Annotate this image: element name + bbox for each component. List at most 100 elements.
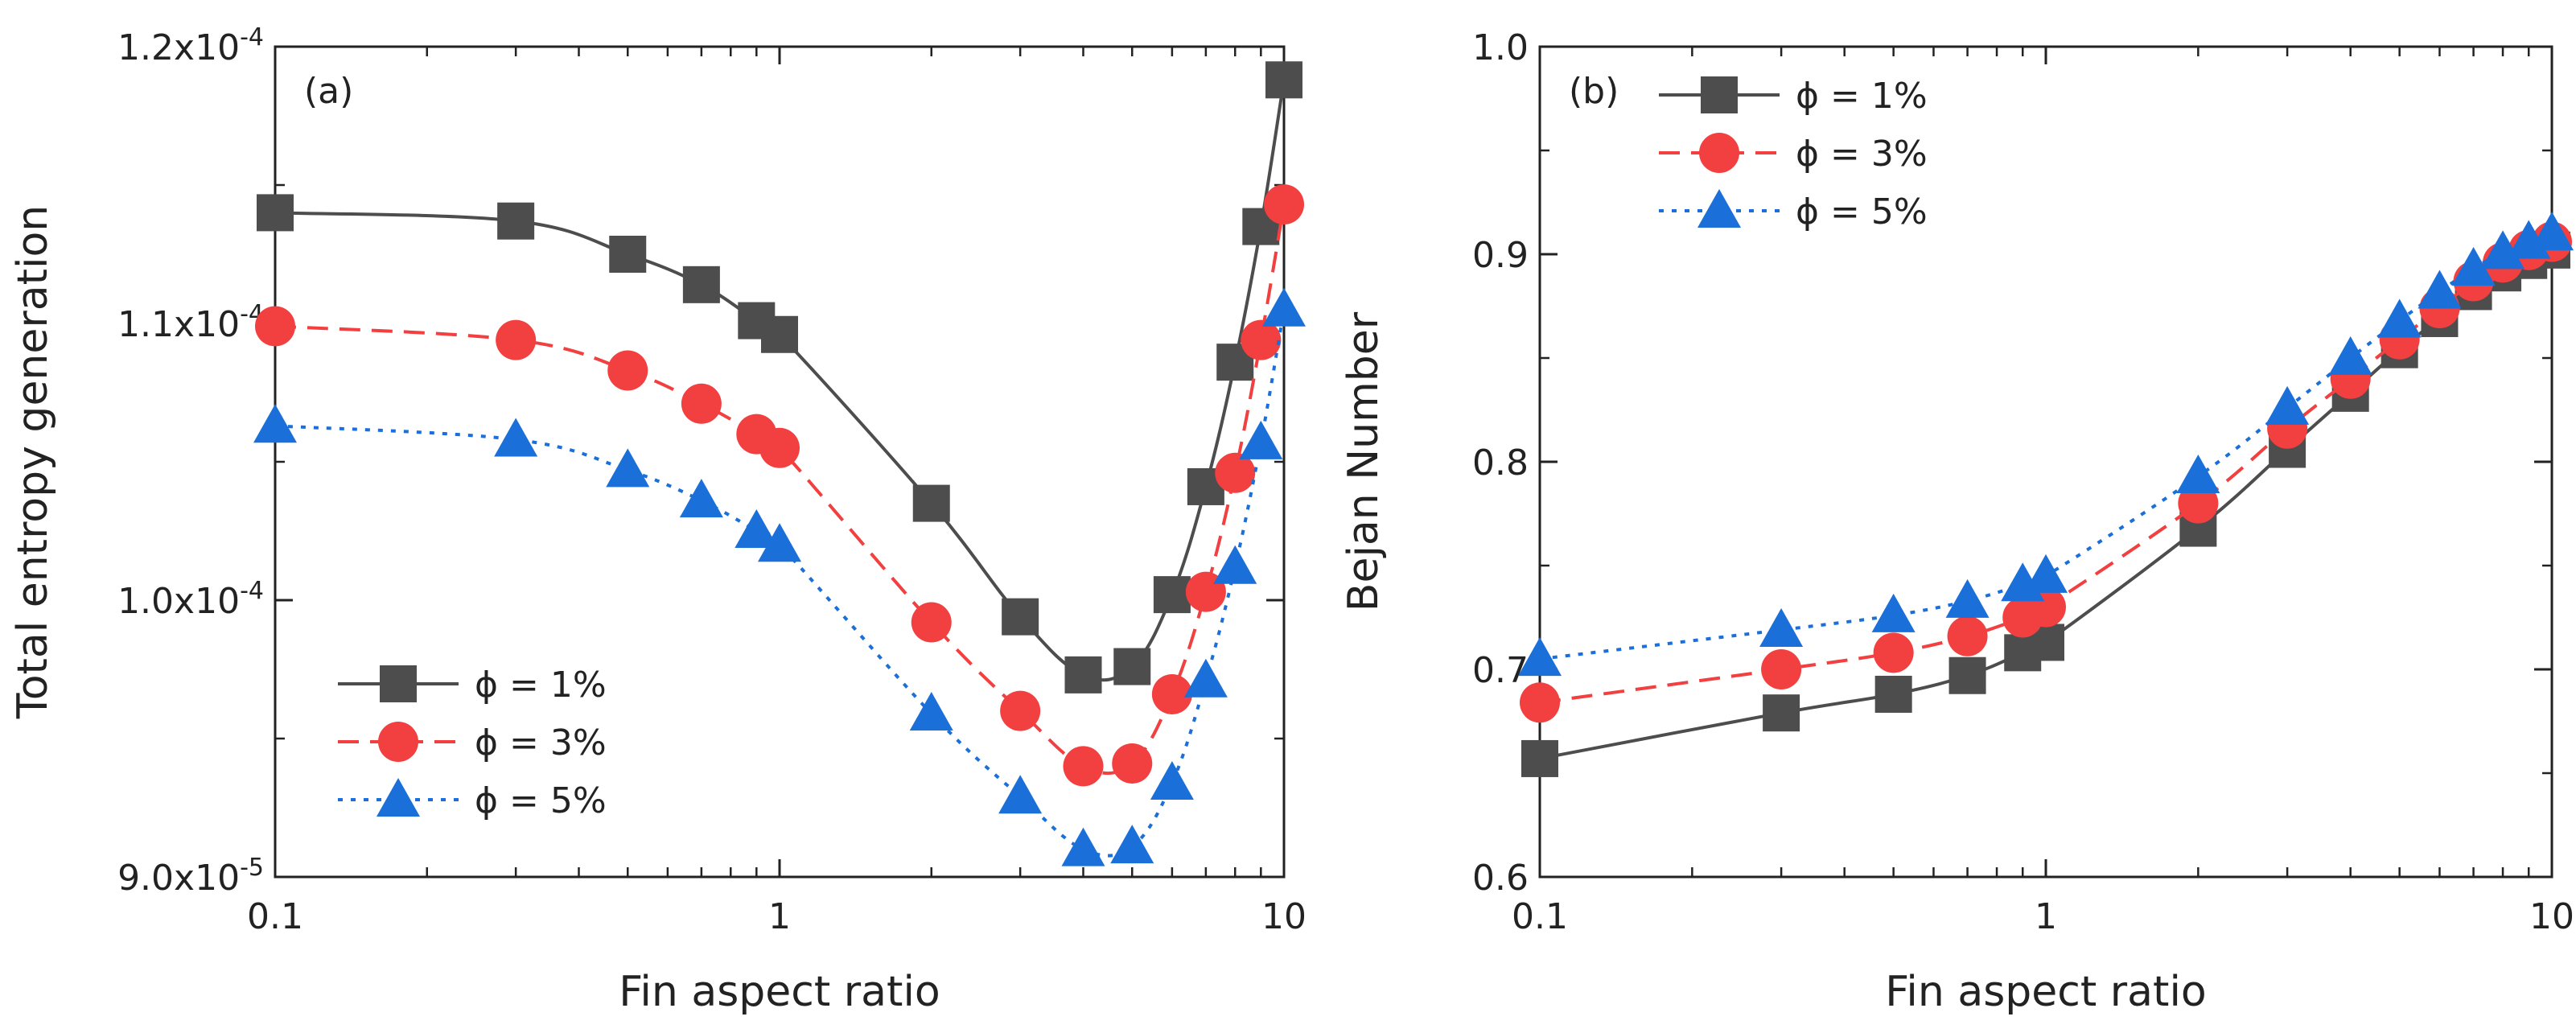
- data-point: [911, 602, 952, 643]
- data-point: [1265, 61, 1302, 99]
- data-point: [1064, 656, 1102, 693]
- data-point: [1520, 682, 1560, 723]
- data-point: [1871, 593, 1916, 632]
- series-1: [1521, 231, 2570, 777]
- data-point: [1241, 319, 1282, 360]
- y-tick-label: 0.9: [1472, 235, 1529, 276]
- series-2: [255, 184, 1304, 787]
- data-point: [253, 404, 297, 443]
- data-point: [1110, 825, 1154, 864]
- data-point: [998, 775, 1043, 814]
- series-line: [274, 309, 1286, 858]
- data-point: [2265, 385, 2310, 425]
- series-line: [274, 79, 1286, 682]
- data-point: [2451, 247, 2496, 286]
- data-point: [682, 265, 720, 303]
- data-point: [1213, 545, 1257, 584]
- y-tick-label: 1.1x10-4: [117, 300, 264, 345]
- data-point: [1873, 632, 1914, 673]
- legend: ϕ = 1% ϕ = 3% ϕ = 5%: [338, 665, 607, 821]
- data-point: [606, 448, 650, 488]
- panel-b: 0.1 1 10 0.6 0.7 0.8 0.9 1.0 Fin aspect ratio Bej…: [1339, 27, 2574, 1016]
- legend-label: ϕ = 5%: [475, 780, 607, 821]
- y-tick-label: 9.0x10-5: [117, 854, 264, 899]
- data-point: [257, 194, 294, 232]
- legend-label: ϕ = 3%: [475, 722, 607, 763]
- legend-marker: [380, 665, 417, 702]
- x-axis-label: Fin aspect ratio: [1885, 968, 2206, 1016]
- legend: ϕ = 1% ϕ = 3% ϕ = 5%: [1659, 76, 1928, 233]
- y-tick-label: 1.2x10-4: [117, 23, 264, 68]
- legend-label: ϕ = 1%: [1796, 76, 1928, 117]
- data-point: [2328, 336, 2372, 375]
- data-point: [1948, 656, 1986, 694]
- legend-marker: [1699, 133, 1739, 173]
- data-point: [1947, 615, 1988, 656]
- data-point: [2481, 230, 2525, 270]
- panel-label: (a): [304, 71, 353, 112]
- data-point: [681, 383, 722, 424]
- legend-marker: [377, 778, 420, 817]
- data-point: [1063, 746, 1104, 787]
- data-point: [1761, 649, 1802, 689]
- data-point: [1151, 673, 1192, 714]
- data-point: [1215, 452, 1256, 493]
- data-point: [1002, 598, 1039, 636]
- x-tick-label: 0.1: [1512, 896, 1568, 937]
- data-point: [758, 523, 801, 562]
- y-axis-label: Bejan Number: [1339, 311, 1388, 611]
- data-point: [607, 350, 648, 391]
- data-point: [1945, 578, 1990, 618]
- data-point: [1000, 690, 1041, 731]
- legend-marker: [1701, 76, 1738, 113]
- data-point: [1150, 761, 1194, 800]
- data-point: [1763, 694, 1800, 732]
- legend-label: ϕ = 5%: [1796, 191, 1928, 233]
- legend-marker: [378, 722, 418, 762]
- data-point: [761, 315, 798, 353]
- y-tick-label: 0.8: [1472, 442, 1529, 484]
- data-point: [2176, 455, 2220, 494]
- data-point: [609, 236, 647, 273]
- x-tick-label: 10: [2529, 896, 2574, 937]
- data-point: [1239, 420, 1283, 459]
- data-point: [2377, 298, 2422, 338]
- data-point: [679, 479, 723, 518]
- panel-label: (b): [1569, 71, 1619, 112]
- data-point: [912, 484, 950, 522]
- data-point: [759, 427, 800, 468]
- data-point: [1153, 576, 1191, 614]
- data-point: [255, 306, 295, 347]
- data-point: [1061, 827, 1105, 866]
- data-point: [1518, 637, 1562, 677]
- data-point: [2530, 212, 2574, 251]
- data-point: [1264, 184, 1304, 225]
- series-1: [257, 61, 1302, 693]
- series-3: [1518, 212, 2574, 677]
- x-tick-label: 1: [2035, 896, 2057, 937]
- data-point: [1521, 739, 1558, 777]
- data-point: [2024, 554, 2068, 593]
- x-tick-label: 10: [1261, 896, 1307, 937]
- data-point: [1112, 743, 1153, 784]
- data-point: [1759, 607, 1804, 647]
- data-point: [1113, 648, 1151, 685]
- data-point: [497, 202, 535, 240]
- data-point: [2178, 483, 2219, 524]
- x-tick-label: 0.1: [247, 896, 303, 937]
- data-point: [494, 418, 538, 457]
- data-point: [1262, 287, 1306, 327]
- y-tick-label: 0.6: [1472, 858, 1529, 899]
- x-axis-label: Fin aspect ratio: [619, 968, 940, 1016]
- legend-label: ϕ = 3%: [1796, 134, 1928, 175]
- series-3: [253, 287, 1306, 866]
- data-point: [2418, 270, 2462, 309]
- y-tick-label: 1.0: [1472, 27, 1529, 68]
- series-line: [1539, 240, 2553, 705]
- y-tick-label: 0.7: [1472, 650, 1529, 691]
- y-tick-label: 1.0x10-4: [117, 577, 264, 622]
- legend-label: ϕ = 1%: [475, 665, 607, 706]
- data-point: [909, 692, 953, 731]
- panel-a: 0.1 1 10 9.0x10-5 1.0x10-4 1.1x10-4 1.2x10-4 Fi…: [9, 23, 1307, 1016]
